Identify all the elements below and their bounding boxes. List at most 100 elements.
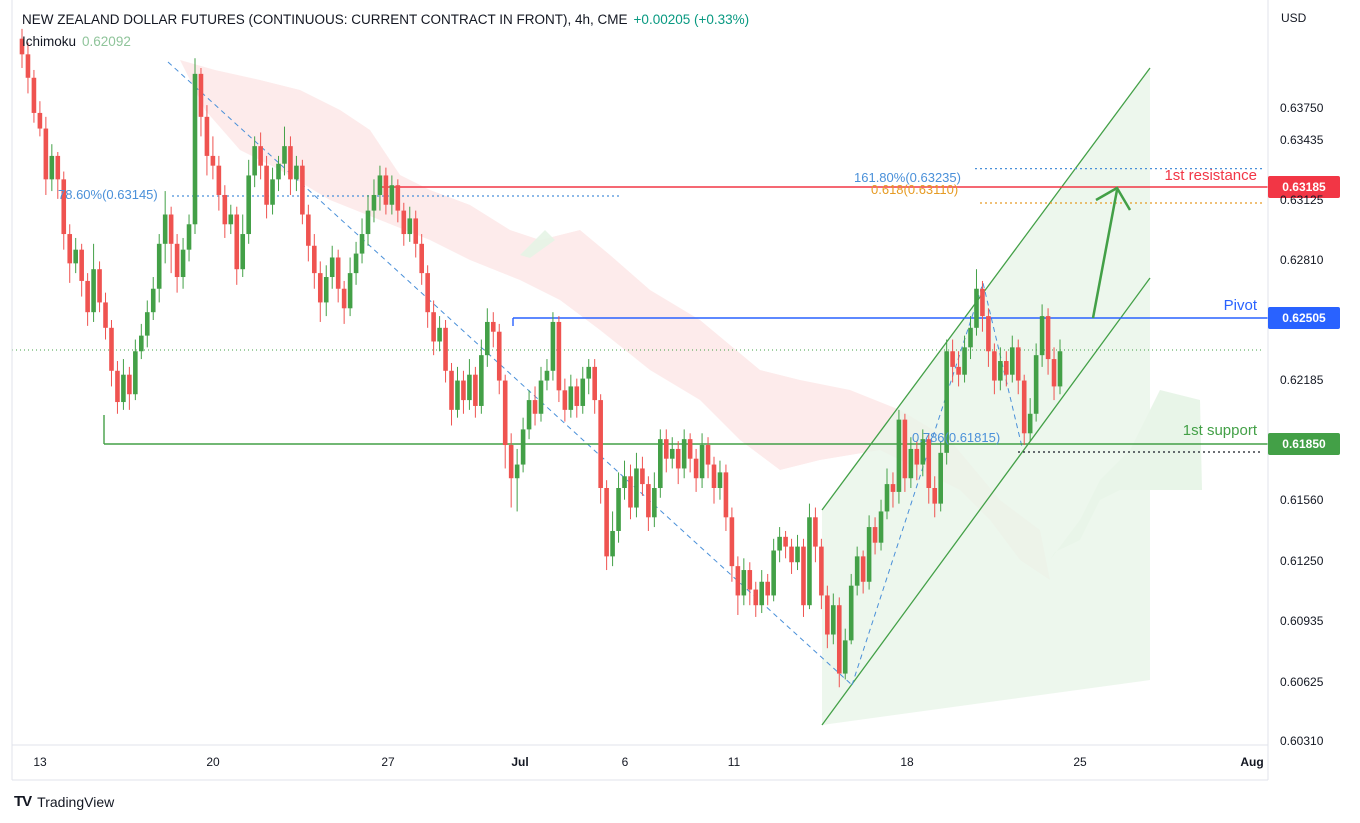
bullish-cloud-small [520, 230, 555, 258]
candle-body [91, 269, 96, 313]
candle-body [550, 321, 556, 371]
candle-body [317, 273, 323, 303]
candle-body [747, 570, 753, 590]
candle-body [836, 605, 842, 674]
candle-body [300, 165, 305, 215]
candle-body [282, 146, 287, 164]
candle-body [449, 370, 454, 410]
candle-body [890, 484, 896, 492]
candle-body [628, 476, 633, 508]
candle-body [79, 249, 84, 281]
candle-body [753, 589, 759, 606]
candle-body [473, 374, 478, 406]
candle-body [622, 476, 627, 488]
candle-body [73, 249, 78, 264]
candle-body [652, 488, 657, 518]
candle-body [699, 445, 705, 479]
candles [19, 28, 1063, 688]
fib-swing-line-down [167, 61, 853, 686]
candle-body [180, 249, 186, 278]
candle-body [31, 77, 37, 113]
candle-body [246, 175, 251, 235]
candle-body [306, 214, 311, 246]
candle-body [1021, 380, 1027, 434]
y-tick-label: 0.63750 [1280, 101, 1324, 115]
candle-body [675, 448, 681, 469]
candle-body [419, 243, 424, 274]
candle-body [168, 214, 174, 244]
candle-body [156, 243, 162, 289]
indicator-legend[interactable]: Ichimoku 0.62092 [22, 34, 131, 49]
candle-body [502, 380, 508, 446]
candle-body [85, 280, 90, 313]
candle-body [496, 331, 502, 381]
candle-body [819, 546, 824, 596]
fibonacci-guides [12, 61, 1262, 686]
candle-body [729, 517, 735, 567]
chart-header: NEW ZEALAND DOLLAR FUTURES (CONTINUOUS: … [22, 12, 749, 27]
level-price-tag-text: 0.61850 [1282, 437, 1326, 451]
candle-body [43, 128, 49, 180]
candle-body [234, 214, 240, 270]
candle-body [783, 536, 788, 547]
candle-body [848, 585, 854, 641]
candle-body [359, 234, 365, 254]
candle-body [186, 224, 192, 250]
candle-body [860, 556, 866, 582]
candle-body [878, 511, 884, 543]
candle-body [974, 288, 979, 328]
candle-body [580, 378, 586, 406]
x-tick-label: 20 [206, 755, 220, 769]
candle-body [127, 374, 132, 395]
candle-body [777, 536, 782, 551]
candle-body [687, 439, 693, 459]
candle-body [174, 243, 180, 278]
y-tick-label: 0.61250 [1280, 554, 1324, 568]
fib-label: 161.80%(0.63235) [854, 170, 961, 185]
y-tick-label: 0.63435 [1280, 133, 1324, 147]
candle-body [312, 245, 317, 274]
candle-body [705, 445, 711, 465]
currency-label[interactable]: USD [1281, 11, 1307, 25]
candle-body [514, 464, 520, 479]
x-tick-label: Jul [511, 755, 528, 769]
candle-body [383, 175, 389, 205]
candle-body [681, 439, 687, 469]
candle-body [139, 335, 144, 352]
candle-body [872, 527, 878, 543]
level-name-label: 1st resistance [1164, 167, 1257, 184]
candle-body [526, 400, 532, 430]
candle-body [270, 179, 275, 205]
channel-upper-line [821, 67, 1151, 511]
candle-body [252, 146, 257, 176]
candle-body [586, 366, 592, 379]
candle-body [902, 419, 908, 479]
candle-body [908, 448, 914, 479]
candle-body [216, 165, 222, 195]
fib-label: 0.786(0.61815) [912, 430, 1000, 445]
fib-label: 0.618(0.63110) [871, 182, 958, 197]
candle-body [144, 312, 150, 336]
x-tick-label: 18 [900, 755, 914, 769]
candle-body [341, 288, 347, 309]
brand-name: TradingView [37, 793, 115, 810]
fib-swing-line-up [851, 281, 1023, 686]
tradingview-brand[interactable]: TV TradingView [14, 793, 114, 810]
candle-body [485, 321, 490, 356]
fib-label: 78.60%(0.63145) [58, 187, 158, 202]
candle-body [986, 316, 991, 352]
candle-body [490, 321, 496, 332]
candle-body [1045, 316, 1051, 360]
candle-body [604, 488, 609, 557]
ascending-channel [821, 67, 1151, 726]
candle-body [49, 155, 55, 180]
candle-body [508, 445, 514, 479]
candle-body [67, 234, 73, 264]
candle-body [264, 165, 269, 205]
candle-body [401, 210, 407, 235]
candle-body [831, 605, 836, 635]
candle-body [926, 439, 932, 488]
candle-body [461, 380, 466, 401]
candle-body [998, 361, 1003, 381]
